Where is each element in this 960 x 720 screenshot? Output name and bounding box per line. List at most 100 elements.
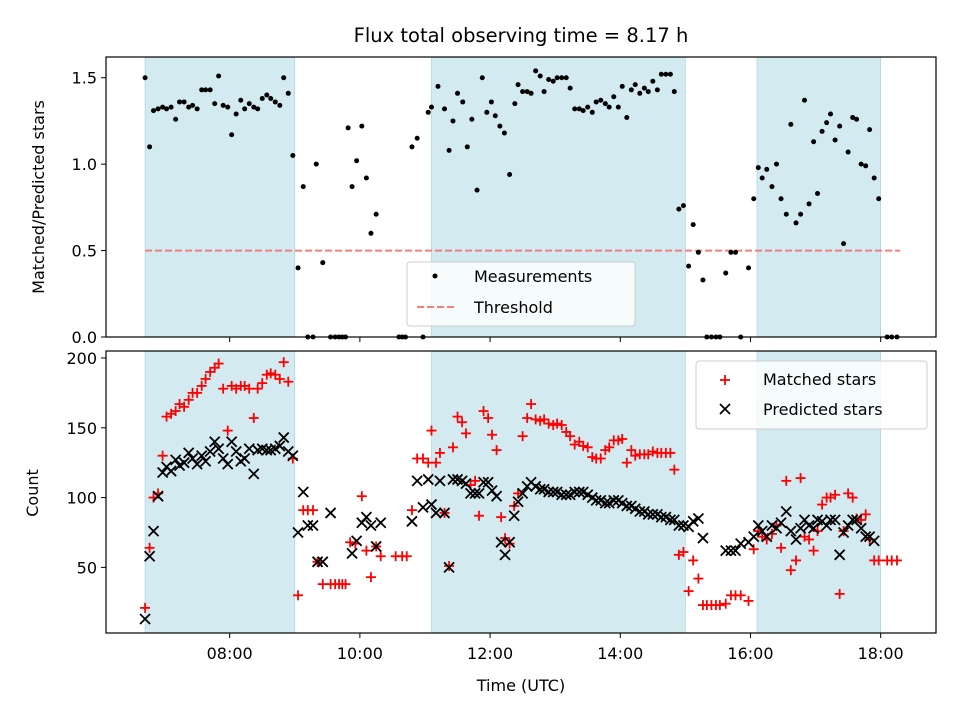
predicted-stars-point xyxy=(785,525,797,537)
measurement-point xyxy=(700,277,706,283)
matched-stars-point xyxy=(873,555,884,566)
measurement-point xyxy=(474,187,480,193)
measurement-point xyxy=(837,123,843,129)
measurement-point xyxy=(764,166,770,172)
measurement-point xyxy=(632,82,638,88)
predicted-stars-point xyxy=(222,458,234,470)
measurement-point xyxy=(147,144,153,150)
measurement-point xyxy=(676,206,682,212)
matched-stars-point xyxy=(860,509,871,520)
predicted-stars-point xyxy=(464,487,477,500)
measurement-point xyxy=(320,260,326,266)
measurement-point xyxy=(199,87,205,93)
predicted-stars-point xyxy=(287,450,299,462)
predicted-stars-point xyxy=(608,494,620,507)
measurement-point xyxy=(186,104,192,110)
matched-stars-point xyxy=(244,383,255,394)
matched-stars-point xyxy=(530,414,541,425)
predicted-stars-point xyxy=(248,468,260,480)
measurement-point xyxy=(409,144,415,150)
predicted-stars-point xyxy=(775,517,787,529)
measurement-point xyxy=(628,87,634,93)
shaded-region-0 xyxy=(144,350,296,634)
measurement-point xyxy=(774,161,780,167)
predicted-stars-point xyxy=(847,514,859,526)
measurement-point xyxy=(285,90,291,96)
measurement-point xyxy=(615,104,621,110)
measurement-point xyxy=(671,89,677,95)
measurement-point xyxy=(295,265,301,271)
matched-stars-point xyxy=(452,411,463,422)
predicted-stars-point xyxy=(230,445,242,458)
predicted-stars-point xyxy=(794,522,807,534)
top-panel-legend-box xyxy=(406,261,636,327)
measurement-point xyxy=(572,106,578,112)
matched-stars-point xyxy=(460,428,471,439)
matched-stars-point xyxy=(604,442,615,453)
measurement-point xyxy=(354,158,360,164)
predicted-stars-point xyxy=(147,525,160,537)
matched-stars-point xyxy=(283,376,294,387)
measurement-point xyxy=(151,108,157,114)
measurement-point xyxy=(554,75,560,81)
predicted-stars-point xyxy=(516,487,529,500)
top-panel-x-ticks xyxy=(229,337,882,342)
matched-stars-point xyxy=(431,457,442,468)
matched-stars-point xyxy=(252,383,263,394)
legend-measurements-marker xyxy=(432,273,438,279)
measurement-point xyxy=(798,211,804,217)
matched-stars-point xyxy=(340,579,351,590)
matched-stars-point xyxy=(222,425,233,436)
measurement-point xyxy=(233,111,239,117)
predicted-stars-point xyxy=(375,517,387,529)
predicted-stars-point xyxy=(274,440,286,452)
measurement-point xyxy=(155,106,161,112)
measurement-point xyxy=(811,139,817,145)
measurement-point xyxy=(290,153,296,159)
measurement-point xyxy=(723,270,729,276)
predicted-stars-point xyxy=(560,489,572,501)
predicted-stars-point xyxy=(239,452,251,465)
predicted-stars-point xyxy=(365,519,377,532)
predicted-stars-point xyxy=(477,476,490,488)
predicted-stars-point xyxy=(226,436,238,448)
predicted-stars-point xyxy=(411,475,423,487)
measurement-point xyxy=(598,97,604,103)
predicted-stars-point xyxy=(143,550,156,562)
predicted-stars-point xyxy=(495,536,507,548)
measurement-point xyxy=(242,106,248,112)
predicted-stars-point xyxy=(503,536,516,548)
measurement-point xyxy=(173,116,179,122)
measurement-point xyxy=(841,241,847,247)
predicted-stars-point xyxy=(183,447,195,459)
y-tick-label: 50 xyxy=(77,558,97,577)
predicted-stars-point xyxy=(199,455,212,467)
measurement-point xyxy=(164,106,170,112)
predicted-stars-point xyxy=(534,483,546,495)
measurement-point xyxy=(563,75,569,81)
predicted-stars-point xyxy=(292,526,304,539)
predicted-stars-point xyxy=(573,486,585,498)
measurement-point xyxy=(251,104,257,110)
measurement-point xyxy=(824,120,830,126)
matched-stars-point xyxy=(265,368,276,379)
shaded-region-0 xyxy=(144,56,296,338)
matched-stars-point xyxy=(183,394,194,405)
x-tick-label: 08:00 xyxy=(207,644,253,663)
matched-stars-point xyxy=(356,491,367,502)
predicted-stars-point xyxy=(302,519,314,532)
measurement-point xyxy=(160,104,166,110)
predicted-stars-point xyxy=(317,556,329,568)
predicted-stars-point xyxy=(729,544,742,557)
measurement-point xyxy=(641,85,647,91)
y-tick-label: 200 xyxy=(66,349,97,368)
bottom-panel-frame xyxy=(105,350,937,634)
predicted-stars-point xyxy=(512,496,524,508)
matched-stars-point xyxy=(522,413,533,424)
matched-stars-point xyxy=(293,590,304,601)
matched-stars-point xyxy=(345,537,356,548)
predicted-stars-point xyxy=(490,490,503,502)
predicted-stars-point xyxy=(761,531,773,543)
predicted-stars-point xyxy=(191,458,203,470)
matched-stars-point xyxy=(630,450,641,461)
